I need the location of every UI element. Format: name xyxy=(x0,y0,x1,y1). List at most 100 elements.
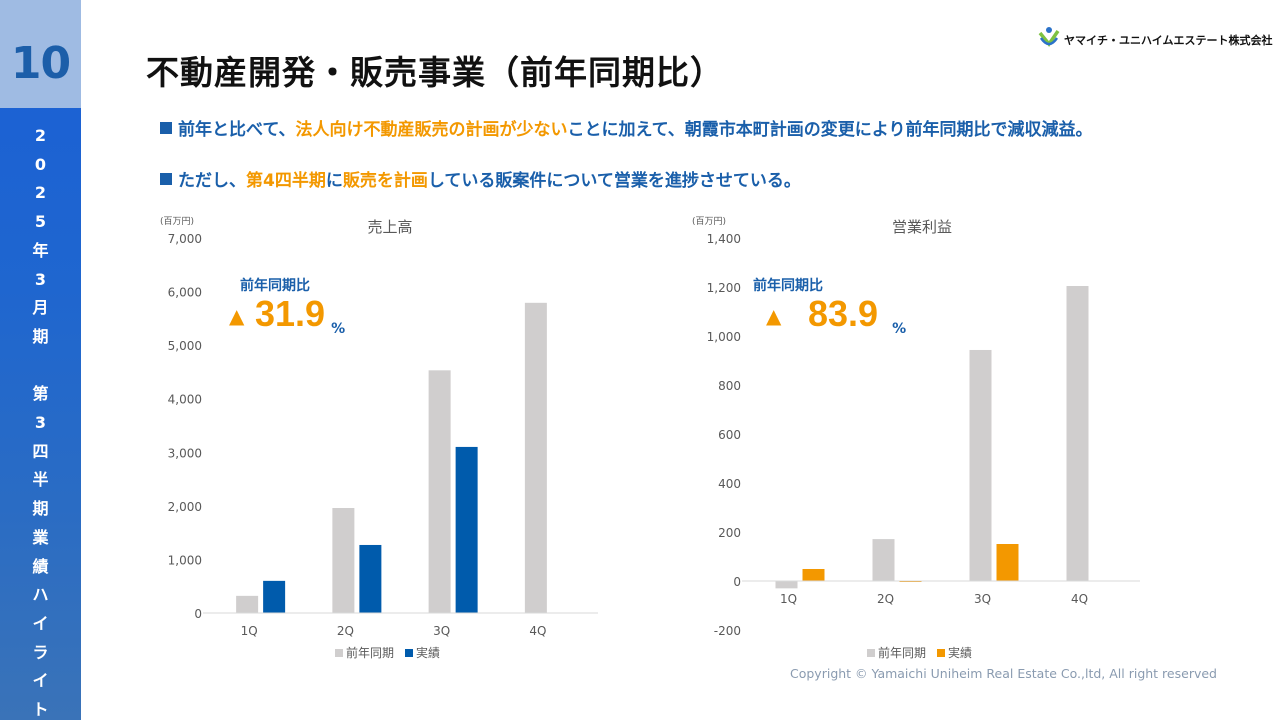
sidebar-char: 第 xyxy=(32,384,49,404)
company-name: ヤマイチ・ユニハイムエステート株式会社 xyxy=(1064,34,1273,47)
bullet-square-icon xyxy=(160,122,172,134)
bar-actual xyxy=(455,446,478,613)
bar-prev-year xyxy=(775,581,798,589)
sidebar-char: 四 xyxy=(32,441,49,461)
yoy-value: 31.9 xyxy=(255,293,325,334)
y-tick-label: 1,400 xyxy=(707,232,741,246)
yoy-label: 前年同期比 xyxy=(240,277,310,294)
logo-mark-icon xyxy=(1038,27,1060,47)
legend-swatch xyxy=(335,649,343,657)
sidebar-char: ト xyxy=(32,700,49,720)
bullet-square-icon xyxy=(160,173,172,185)
sidebar-char: 0 xyxy=(34,154,47,174)
y-tick-label: 7,000 xyxy=(168,232,202,246)
copyright: Copyright © Yamaichi Uniheim Real Estate… xyxy=(790,666,1217,681)
x-tick-label: 2Q xyxy=(337,624,354,638)
bullet-text-segment: ただし、 xyxy=(178,171,246,191)
y-tick-label: 600 xyxy=(718,428,741,442)
bullet-text-segment: 第4四半期 xyxy=(246,171,326,191)
bullet-text-segment: している販案件について営業を進捗させている。 xyxy=(427,171,801,191)
sidebar-char: イ xyxy=(32,613,49,633)
legend-swatch xyxy=(405,649,413,657)
x-tick-label: 1Q xyxy=(241,624,258,638)
y-tick-label: 5,000 xyxy=(168,339,202,353)
y-tick-label: 0 xyxy=(194,607,202,621)
legend-label: 前年同期 xyxy=(878,645,926,660)
y-tick-label: 0 xyxy=(733,575,741,589)
sidebar-char: 期 xyxy=(32,326,49,346)
bar-actual xyxy=(802,568,825,581)
bar-prev-year xyxy=(872,539,895,581)
bullet-text-segment: に xyxy=(325,171,343,191)
bar-prev-year xyxy=(1066,286,1089,581)
bar-prev-year xyxy=(332,508,355,613)
triangle-up-icon: ▲ xyxy=(766,304,782,328)
triangle-up-icon: ▲ xyxy=(229,304,245,328)
bar-actual xyxy=(996,544,1019,581)
y-tick-label: 4,000 xyxy=(168,393,202,407)
y-tick-label: 200 xyxy=(718,526,741,540)
y-tick-label: -200 xyxy=(714,624,741,638)
y-tick-label: 3,000 xyxy=(168,446,202,460)
sidebar-char: ハ xyxy=(32,585,49,605)
bar-prev-year xyxy=(524,302,547,613)
page-number: 10 xyxy=(10,38,71,89)
sidebar-char: 績 xyxy=(32,556,49,576)
bullet-text-segment: 前年と比べて、 xyxy=(178,120,296,140)
bullet-point-2: ただし、第4四半期に販売を計画している販案件について営業を進捗させている。 xyxy=(160,166,801,191)
chart-title: 営業利益 xyxy=(892,218,952,236)
bar-actual xyxy=(263,580,286,613)
bullet-point-1: 前年と比べて、法人向け不動産販売の計画が少ないことに加えて、朝霞市本町計画の変更… xyxy=(160,115,1092,140)
company-logo: ヤマイチ・ユニハイムエステート株式会社 xyxy=(1038,26,1273,54)
sidebar-char: 期 xyxy=(32,499,49,519)
bar-prev-year xyxy=(236,595,259,613)
yoy-label: 前年同期比 xyxy=(753,277,823,294)
legend-swatch xyxy=(867,649,875,657)
sidebar-char: ラ xyxy=(32,642,49,662)
sidebar-char: 2 xyxy=(34,183,47,203)
sidebar-char: 年 xyxy=(32,240,49,260)
y-axis-unit: (百万円) xyxy=(692,216,726,227)
bar-prev-year xyxy=(428,370,451,613)
page-title: 不動産開発・販売事業（前年同期比） xyxy=(146,53,724,92)
sidebar-char: 業 xyxy=(32,527,49,547)
sidebar-char: 月 xyxy=(32,298,49,318)
page-number-box: 10 xyxy=(0,0,81,108)
y-tick-label: 1,000 xyxy=(168,553,202,567)
x-tick-label: 2Q xyxy=(877,592,894,606)
yoy-value: 83.9 xyxy=(808,293,878,334)
bar-actual xyxy=(359,544,382,613)
bullet-text-segment: 法人向け不動産販売の計画が少ない xyxy=(295,120,568,140)
x-tick-label: 3Q xyxy=(433,624,450,638)
bar-prev-year xyxy=(969,349,992,581)
y-tick-label: 400 xyxy=(718,477,741,491)
legend-swatch xyxy=(937,649,945,657)
sidebar-char: 5 xyxy=(34,212,47,232)
sidebar-char: 半 xyxy=(32,470,49,490)
legend-label: 実績 xyxy=(948,645,972,660)
sidebar-char: 3 xyxy=(34,413,47,433)
sidebar-char: 2 xyxy=(34,126,47,145)
bullet-text-segment: ことに加えて、朝霞市本町計画の変更により前年同期比で減収減益。 xyxy=(567,120,1093,140)
legend-label: 実績 xyxy=(416,645,440,660)
y-axis-unit: (百万円) xyxy=(160,216,194,227)
legend-label: 前年同期 xyxy=(346,645,394,660)
x-tick-label: 4Q xyxy=(1071,592,1088,606)
chart-title: 売上高 xyxy=(367,218,412,236)
yoy-unit: % xyxy=(892,321,906,337)
x-tick-label: 1Q xyxy=(780,592,797,606)
x-tick-label: 3Q xyxy=(974,592,991,606)
sidebar-char: 3 xyxy=(34,269,47,289)
bullet-text-segment: 販売を計画 xyxy=(342,171,428,191)
y-tick-label: 2,000 xyxy=(168,500,202,514)
y-tick-label: 6,000 xyxy=(168,286,202,300)
y-tick-label: 1,000 xyxy=(707,330,741,344)
y-tick-label: 800 xyxy=(718,379,741,393)
yoy-unit: % xyxy=(331,321,345,337)
x-tick-label: 4Q xyxy=(529,624,546,638)
y-tick-label: 1,200 xyxy=(707,281,741,295)
sidebar-char: イ xyxy=(32,671,49,691)
